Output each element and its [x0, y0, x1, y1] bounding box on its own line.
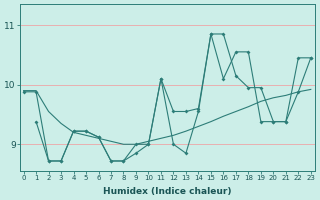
X-axis label: Humidex (Indice chaleur): Humidex (Indice chaleur): [103, 187, 231, 196]
